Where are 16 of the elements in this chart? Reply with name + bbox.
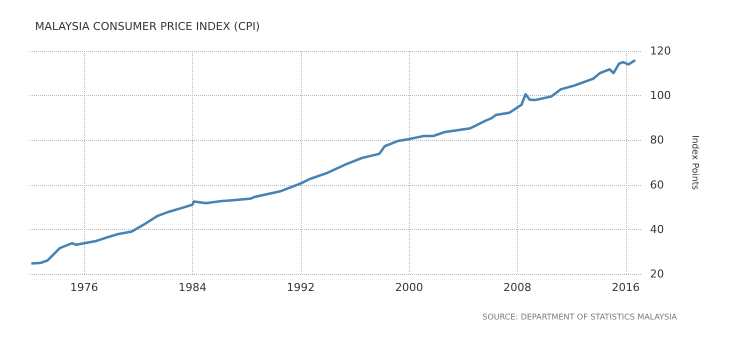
x-tick-label: 2016 [612, 281, 640, 294]
x-tick-label: 2000 [395, 281, 424, 294]
x-tick-label: 2008 [503, 281, 532, 294]
y-tick-label: 40 [650, 222, 664, 236]
y-tick-label: 20 [650, 268, 664, 280]
chart-title: MALAYSIA CONSUMER PRICE INDEX (CPI) [35, 20, 260, 33]
y-tick-label: 120 [650, 44, 671, 58]
line-series [30, 58, 636, 265]
y-tick-label: 60 [650, 178, 664, 192]
x-tick-label: 1984 [178, 281, 206, 294]
y-tick-label: 80 [650, 134, 664, 147]
y-tick-label: 100 [650, 89, 671, 102]
x-tick-label: 1976 [70, 281, 98, 294]
source-note: SOURCE: DEPARTMENT OF STATISTICS MALAYSIA [482, 312, 678, 322]
x-tick-label: 1992 [286, 281, 315, 294]
y-axis-title: Index Points [690, 135, 700, 190]
